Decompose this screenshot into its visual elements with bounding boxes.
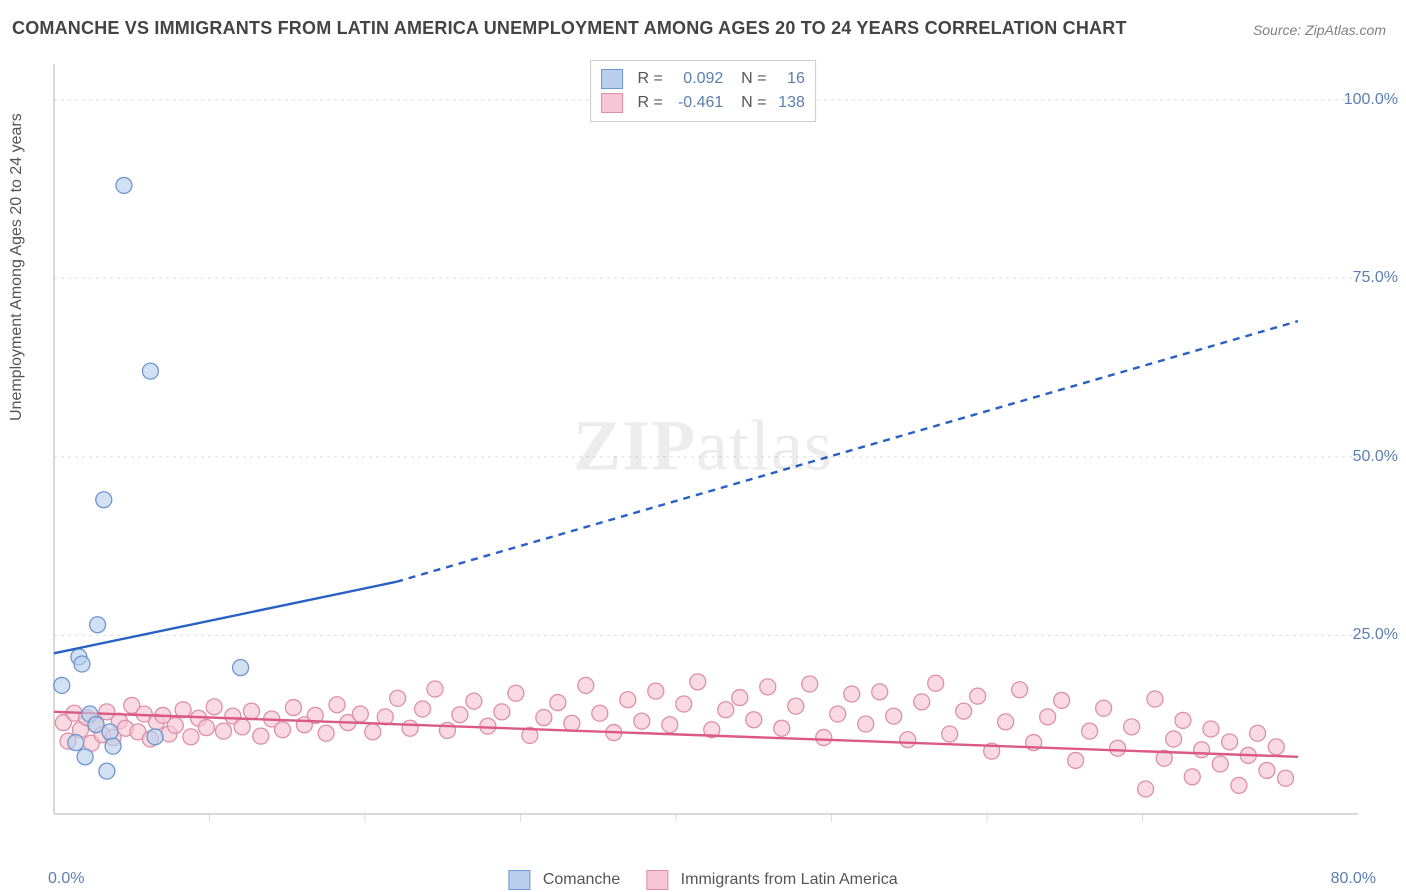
source-label: Source: ZipAtlas.com bbox=[1253, 22, 1386, 38]
r-label: R = bbox=[638, 94, 663, 111]
legend-item-comanche: Comanche bbox=[508, 870, 620, 890]
series-legend: Comanche Immigrants from Latin America bbox=[508, 870, 897, 890]
y-tick-label: 25.0% bbox=[1353, 626, 1398, 644]
r-value: 0.092 bbox=[667, 67, 723, 91]
r-label: R = bbox=[638, 70, 663, 87]
scatter-svg bbox=[48, 58, 1358, 828]
correlation-row-blue: R = 0.092 N = 16 bbox=[601, 67, 805, 91]
legend-label: Comanche bbox=[543, 871, 620, 888]
swatch-blue-icon bbox=[508, 870, 530, 890]
n-value: 138 bbox=[771, 91, 805, 115]
y-tick-label: 100.0% bbox=[1344, 91, 1398, 109]
n-label: N = bbox=[741, 70, 766, 87]
legend-label: Immigrants from Latin America bbox=[681, 871, 898, 888]
n-value: 16 bbox=[771, 67, 805, 91]
y-axis-label: Unemployment Among Ages 20 to 24 years bbox=[8, 113, 26, 421]
y-tick-label: 75.0% bbox=[1353, 269, 1398, 287]
plot-area bbox=[48, 58, 1358, 828]
chart-title: COMANCHE VS IMMIGRANTS FROM LATIN AMERIC… bbox=[12, 18, 1127, 39]
r-value: -0.461 bbox=[667, 91, 723, 115]
swatch-blue-icon bbox=[601, 69, 623, 89]
swatch-pink-icon bbox=[646, 870, 668, 890]
correlation-row-pink: R = -0.461 N = 138 bbox=[601, 91, 805, 115]
correlation-legend: R = 0.092 N = 16 R = -0.461 N = 138 bbox=[590, 60, 816, 122]
x-tick-min: 0.0% bbox=[48, 870, 84, 888]
n-label: N = bbox=[741, 94, 766, 111]
x-tick-max: 80.0% bbox=[1331, 870, 1376, 888]
legend-item-latin-america: Immigrants from Latin America bbox=[646, 870, 897, 890]
swatch-pink-icon bbox=[601, 93, 623, 113]
y-tick-label: 50.0% bbox=[1353, 448, 1398, 466]
